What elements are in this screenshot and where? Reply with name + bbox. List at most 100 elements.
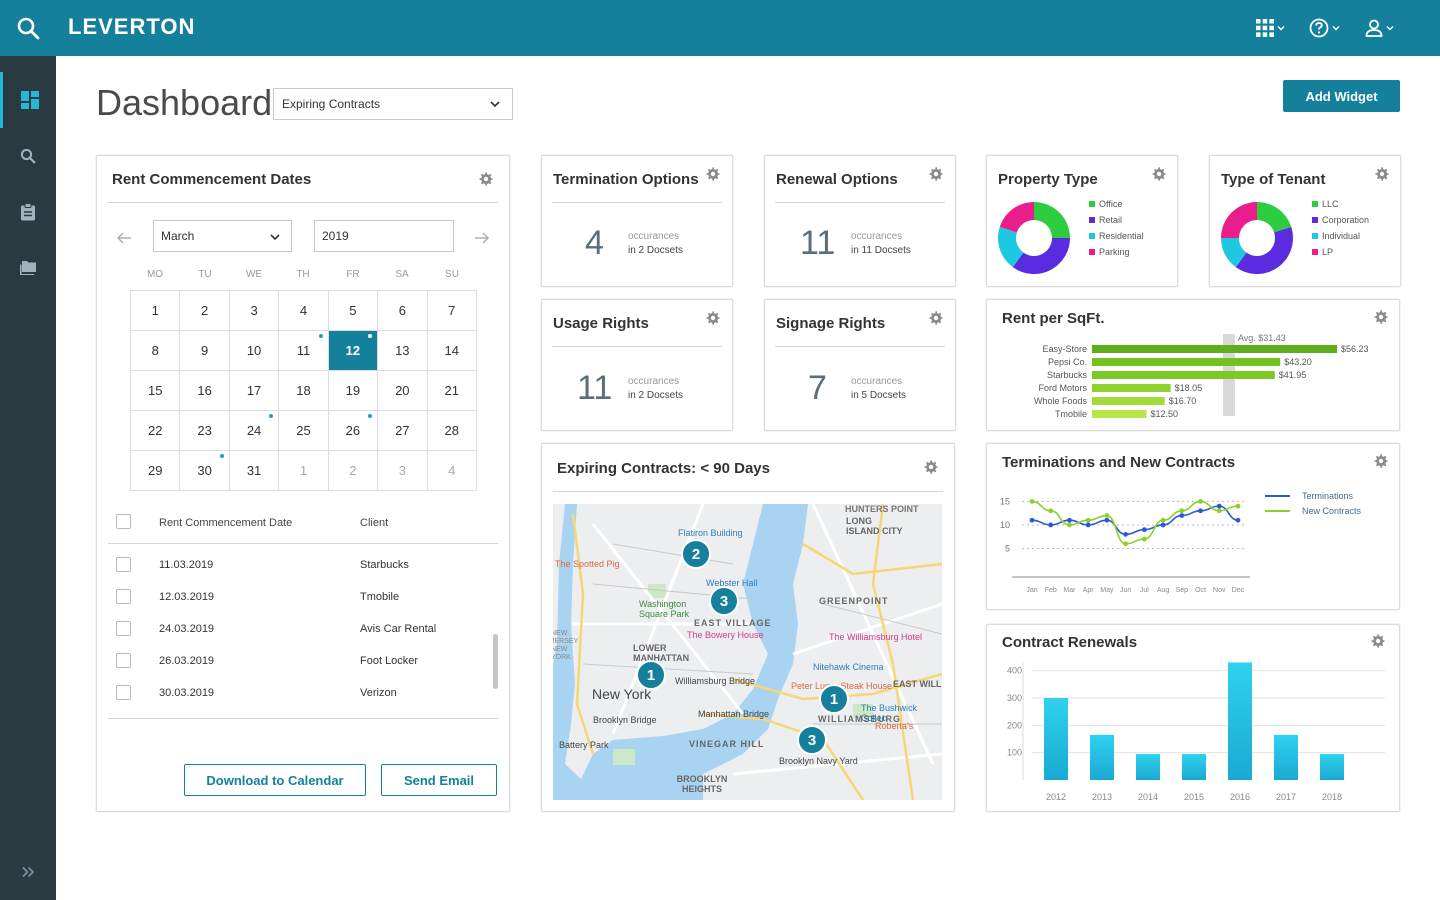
gear-icon[interactable] — [706, 167, 720, 181]
calendar-day[interactable]: 25 — [279, 411, 329, 451]
row-checkbox[interactable] — [116, 653, 131, 668]
map-marker[interactable]: 3 — [797, 725, 827, 755]
card-title: Rent per SqFt. — [1002, 310, 1105, 327]
x-tick-label: 2018 — [1322, 792, 1342, 802]
sidebar-item-tasks[interactable] — [0, 184, 56, 240]
calendar-day[interactable]: 22 — [131, 411, 181, 451]
search-icon[interactable] — [16, 16, 40, 40]
calendar-day[interactable]: 9 — [180, 331, 230, 371]
map-label: Webster Hall — [706, 578, 758, 588]
data-point — [1160, 517, 1166, 523]
calendar-day[interactable]: 2 — [180, 291, 230, 331]
card-title: Type of Tenant — [1221, 171, 1326, 188]
row-checkbox[interactable] — [116, 621, 131, 636]
gear-icon[interactable] — [1371, 634, 1385, 648]
calendar-day[interactable]: 4 — [279, 291, 329, 331]
calendar-day-event[interactable]: 11 — [279, 331, 329, 371]
map-label: The Spotted Pig — [555, 559, 620, 569]
data-point — [1085, 517, 1091, 523]
sidebar-expand-button[interactable] — [0, 856, 56, 888]
gear-icon[interactable] — [1374, 310, 1388, 324]
calendar-day[interactable]: 17 — [229, 371, 280, 411]
apps-menu[interactable] — [1256, 16, 1285, 40]
map[interactable]: Flatiron Building The Spotted Pig Webste… — [553, 504, 942, 800]
month-select[interactable]: March — [153, 220, 292, 252]
select-all-checkbox[interactable] — [116, 514, 131, 529]
gear-icon[interactable] — [929, 311, 943, 325]
calendar-day[interactable]: 23 — [180, 411, 230, 451]
gear-icon[interactable] — [929, 167, 943, 181]
dashboard-filter-select[interactable]: Expiring Contracts — [273, 88, 513, 120]
calendar-day[interactable]: 3 — [229, 291, 280, 331]
calendar-day[interactable]: 28 — [427, 411, 477, 451]
prev-month-icon[interactable] — [116, 231, 132, 245]
calendar-day[interactable]: 10 — [229, 331, 280, 371]
help-menu[interactable] — [1309, 16, 1340, 40]
legend-swatch — [1089, 233, 1095, 239]
map-marker[interactable]: 1 — [819, 684, 849, 714]
row-checkbox[interactable] — [116, 589, 131, 604]
sidebar-item-documents[interactable] — [0, 240, 56, 296]
calendar-day-selected[interactable]: 12 — [328, 331, 379, 371]
sidebar-item-dashboard[interactable] — [0, 72, 56, 128]
row-checkbox[interactable] — [116, 685, 131, 700]
calendar-day-event[interactable]: 30 — [180, 451, 230, 491]
calendar-day[interactable]: 19 — [328, 371, 379, 411]
gear-icon[interactable] — [1375, 167, 1389, 181]
map-label: NEW JERSEY NEW YORK — [553, 630, 579, 661]
y-tick-label: 400 — [1007, 666, 1022, 676]
calendar-day[interactable]: 13 — [378, 331, 428, 371]
calendar-day-event[interactable]: 26 — [328, 411, 379, 451]
year-input[interactable]: 2019 — [314, 220, 454, 252]
bar-value-label: $12.50 — [1150, 409, 1178, 419]
calendar-day[interactable]: 16 — [180, 371, 230, 411]
map-marker[interactable]: 1 — [636, 660, 666, 690]
gear-icon[interactable] — [479, 172, 493, 186]
event-dot — [219, 454, 224, 458]
calendar-day[interactable]: 6 — [378, 291, 428, 331]
day-number: 12 — [345, 343, 361, 358]
calendar-day[interactable]: 18 — [279, 371, 329, 411]
calendar-day-next-month[interactable]: 3 — [378, 451, 428, 491]
gear-icon[interactable] — [1152, 167, 1166, 181]
calendar-day-next-month[interactable]: 1 — [279, 451, 329, 491]
calendar-day-next-month[interactable]: 4 — [427, 451, 477, 491]
map-label: Brooklyn Bridge — [593, 715, 657, 725]
calendar-day[interactable]: 27 — [378, 411, 428, 451]
map-marker[interactable]: 2 — [681, 539, 711, 569]
calendar-day[interactable]: 15 — [131, 371, 181, 411]
calendar-day[interactable]: 20 — [378, 371, 428, 411]
gear-icon[interactable] — [1374, 454, 1388, 468]
calendar-day[interactable]: 8 — [131, 331, 181, 371]
search-icon — [20, 148, 36, 164]
rent-commencement-card — [96, 155, 510, 812]
calendar-day[interactable]: 31 — [229, 451, 280, 491]
calendar-day-next-month[interactable]: 2 — [328, 451, 379, 491]
calendar-day[interactable]: 21 — [427, 371, 477, 411]
row-date: 30.03.2019 — [159, 687, 215, 699]
row-checkbox[interactable] — [116, 557, 131, 572]
x-tick-label: Sep — [1176, 587, 1189, 594]
calendar-day[interactable]: 7 — [427, 291, 477, 331]
add-widget-button[interactable]: Add Widget — [1283, 80, 1400, 112]
gear-icon[interactable] — [706, 311, 720, 325]
user-menu[interactable] — [1365, 16, 1394, 40]
next-month-icon[interactable] — [474, 231, 490, 245]
calendar-day[interactable]: 29 — [131, 451, 181, 491]
stat-sublabel: in 5 Docsets — [851, 390, 907, 401]
gear-icon[interactable] — [924, 460, 938, 474]
stat-sublabel: in 2 Docsets — [628, 390, 684, 401]
map-marker[interactable]: 3 — [709, 586, 739, 616]
download-calendar-button[interactable]: Download to Calendar — [184, 764, 366, 796]
calendar-day[interactable]: 1 — [131, 291, 181, 331]
sidebar-item-search[interactable] — [0, 128, 56, 184]
table-scrollbar[interactable] — [493, 634, 498, 689]
legend-label: Residential — [1099, 231, 1144, 241]
row-client: Starbucks — [360, 559, 409, 571]
x-tick-label: 2012 — [1046, 792, 1066, 802]
send-email-button[interactable]: Send Email — [381, 764, 497, 796]
calendar-day[interactable]: 14 — [427, 331, 477, 371]
bar — [1092, 397, 1165, 405]
calendar-day[interactable]: 5 — [328, 291, 379, 331]
calendar-day-event[interactable]: 24 — [229, 411, 280, 451]
